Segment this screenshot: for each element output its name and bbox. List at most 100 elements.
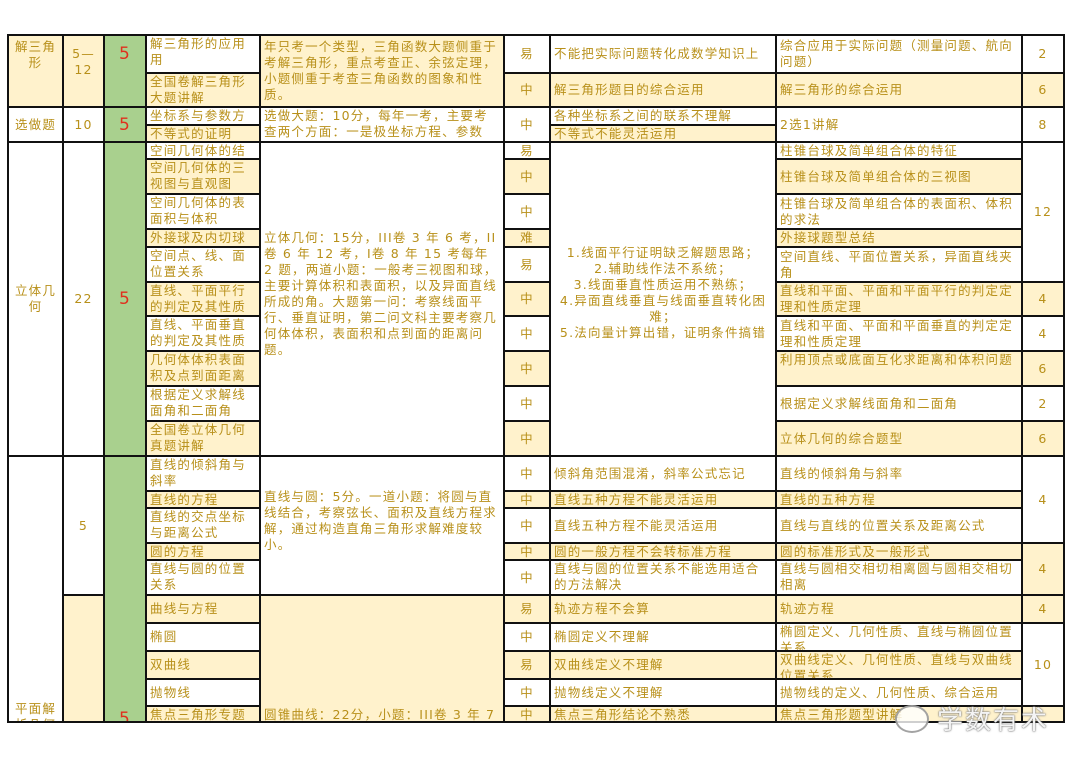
difficulty-cell: 中 [520, 168, 534, 184]
difficulty-cell: 中 [520, 116, 534, 132]
table-row: 直线、平面平行的判定及其性质 中 直线和平面、平面和平面平行的判定定理和性质定理… [8, 281, 1065, 317]
weight-cell: 5 [118, 114, 132, 135]
hours-cell: 4 [1038, 561, 1048, 576]
table-row: 焦点三角形专题 中 焦点三角形结论不熟悉 焦点三角形题型讲解 [8, 705, 1065, 721]
watermark-text: 学数有术 [937, 706, 1050, 736]
description-cell: 立体几何：15分，III卷 3 年 6 考，II卷 6 年 12 考，I卷 8 … [264, 230, 498, 357]
subtopic-cell: 双曲线 [150, 657, 192, 672]
difficulty-cell: 中 [520, 360, 534, 376]
subtopic-cell: 外接球及内切球 [150, 230, 246, 245]
subtopic-cell: 直线与圆的位置关系 [150, 561, 246, 592]
watermark: 学数有术 [895, 700, 1049, 737]
topic-cell: 立体几何 [14, 283, 57, 314]
weakness-cell: 双曲线定义不理解 [554, 657, 664, 672]
lesson-cell: 柱锥台球及简单组合体的表面积、体积的求法 [780, 195, 1013, 227]
difficulty-cell: 中 [520, 82, 534, 97]
difficulty-cell: 易 [520, 143, 534, 158]
weakness-cell: 抛物线定义不理解 [554, 684, 664, 700]
topic-cell: 平面解析几何 [14, 701, 57, 721]
subtopic-cell: 曲线与方程 [150, 601, 219, 616]
subtopic-cell: 直线、平面垂直的判定及其性质 [150, 317, 246, 348]
lesson-cell: 2选1讲解 [780, 116, 840, 132]
difficulty-cell: 中 [520, 569, 534, 585]
hours-cell: 10 [1033, 656, 1053, 672]
weakness-cell: 椭圆定义不理解 [554, 629, 650, 644]
lesson-cell: 立体几何的综合题型 [780, 430, 904, 446]
difficulty-cell: 中 [520, 492, 534, 507]
difficulty-cell: 中 [520, 325, 534, 341]
score-cell: 5—12 [72, 46, 95, 77]
table-row: 几何体体积表面积及点到面距离 中 利用顶点或底面互化求距离和体积问题 6 [8, 350, 1065, 387]
lesson-cell: 圆的标准形式及一般形式 [780, 544, 931, 559]
table-row: 空间几何体的三视图与直观图 中 柱锥台球及简单组合体的三视图 [8, 158, 1064, 195]
description-cell: 直线与圆：5分。一道小题：将圆与直线结合，考察弦长、面积及直线方程求解，通过构造… [264, 488, 497, 552]
description-cell: 选做大题：10分，每年一考，主要考查两个方面：一是极坐标方程、参数 [264, 108, 488, 139]
hours-cell: 2 [1038, 46, 1048, 61]
table-row: 选做题 10 5 坐标系与参数方 选做大题：10分，每年一考，主要考查两个方面：… [7, 106, 1065, 143]
difficulty-cell: 中 [520, 629, 534, 644]
subtopic-cell: 几何体体积表面积及点到面距离 [150, 352, 246, 383]
table-row: 抛物线 中 抛物线定义不理解 抛物线的定义、几何性质、综合运用 [8, 678, 1064, 707]
table-row: 全国卷立体几何真题讲解 中 立体几何的综合题型 6 [8, 420, 1065, 457]
lesson-cell: 柱锥台球及简单组合体的三视图 [780, 168, 972, 184]
hours-cell: 6 [1038, 430, 1048, 446]
lesson-cell: 柱锥台球及简单组合体的特征 [780, 143, 959, 158]
weakness-cell: 不等式不能灵活运用 [554, 126, 678, 141]
weight-cell: 5 [118, 709, 132, 723]
subtopic-cell: 根据定义求解线面角和二面角 [150, 387, 246, 418]
score-cell: 22 [74, 291, 93, 306]
topic-cell: 选做题 [14, 116, 57, 132]
difficulty-cell: 中 [520, 291, 534, 306]
table-row: 双曲线 易 双曲线定义不理解 双曲线定义、几何性质、直线与双曲线位置关系 [8, 650, 1064, 680]
subtopic-cell: 全国卷解三角形大题讲解 [150, 74, 246, 105]
weakness-cell: 1.线面平行证明缺乏解题思路； 2.辅助线作法不系统； 3.线面垂直性质运用不熟… [559, 245, 767, 340]
table-row: 解三角形 5—12 5 解三角形的应用用 年只考一个类型，三角函数大题侧重于考解… [7, 34, 1065, 108]
syllabus-table-viewport: 解三角形 5—12 5 解三角形的应用用 年只考一个类型，三角函数大题侧重于考解… [7, 34, 1065, 723]
subtopic-cell: 直线、平面平行的判定及其性质 [150, 283, 246, 314]
table-row: 圆的方程 中 圆的一般方程不会转标准方程 圆的标准形式及一般形式 4 [8, 542, 1065, 596]
difficulty-cell: 中 [520, 395, 534, 411]
difficulty-cell: 中 [520, 517, 534, 533]
difficulty-cell: 中 [520, 430, 534, 446]
lesson-cell: 根据定义求解线面角和二面角 [780, 395, 959, 411]
lesson-cell: 直线和平面、平面和平面平行的判定定理和性质定理 [780, 283, 1013, 314]
table-row: 全国卷解三角形大题讲解 中 解三角形题目的综合运用 解三角形的综合运用 6 [8, 72, 1065, 108]
weakness-cell: 倾斜角范围混淆，斜率公式忘记 [554, 465, 746, 481]
difficulty-cell: 中 [520, 544, 534, 559]
difficulty-cell: 易 [520, 657, 534, 672]
difficulty-cell: 难 [520, 230, 534, 245]
weight-cell: 5 [118, 44, 132, 64]
lesson-cell: 轨迹方程 [780, 601, 835, 616]
difficulty-cell: 中 [520, 203, 534, 219]
table-row: 立体几何 22 5 空间几何体的结构 立体几何：15分，III卷 3 年 6 考… [7, 141, 1065, 457]
difficulty-cell: 中 [520, 465, 534, 481]
lesson-cell: 双曲线定义、几何性质、直线与双曲线位置关系 [780, 652, 1013, 678]
lesson-cell: 解三角形的综合运用 [780, 82, 904, 97]
subtopic-cell: 抛物线 [150, 684, 192, 700]
hours-cell: 6 [1038, 82, 1048, 97]
lesson-cell: 直线和平面、平面和平面垂直的判定定理和性质定理 [780, 317, 1013, 349]
lesson-cell: 直线的五种方程 [780, 492, 876, 507]
table-row: 根据定义求解线面角和二面角 中 根据定义求解线面角和二面角 2 [8, 385, 1065, 422]
subtopic-cell: 空间几何体的表面积与体积 [150, 195, 246, 226]
wechat-icon [895, 704, 929, 733]
subtopic-cell: 空间几何体的结构 [150, 143, 246, 158]
score-cell-empty [64, 596, 103, 721]
table-row: 曲线与方程 圆锥曲线：22分，小题：III卷 3 年 7 易 轨迹方程不会算 轨… [8, 594, 1065, 721]
hours-cell: 12 [1033, 204, 1053, 219]
subtopic-cell: 解三角形的应用用 [150, 36, 246, 67]
hours-cell: 4 [1038, 325, 1048, 341]
lesson-cell: 利用顶点或底面互化求距离和体积问题 [780, 352, 1013, 367]
subtopic-cell: 不等式的证明 [150, 126, 233, 141]
table-row: 外接球及内切球 难 外接球题型总结 [8, 228, 1064, 248]
weakness-cell: 圆的一般方程不会转标准方程 [554, 544, 733, 559]
hours-cell: 4 [1038, 601, 1048, 616]
subtopic-cell: 圆的方程 [150, 544, 205, 559]
weakness-cell: 直线五种方程不能灵活运用 [554, 517, 719, 533]
subtopic-cell: 全国卷立体几何真题讲解 [150, 422, 246, 453]
weakness-cell: 轨迹方程不会算 [554, 601, 650, 616]
hours-cell: 8 [1038, 116, 1048, 132]
lesson-cell: 直线的倾斜角与斜率 [780, 465, 904, 481]
subtopic-cell: 椭圆 [150, 629, 178, 644]
lesson-cell: 椭圆定义、几何性质、直线与椭圆位置关系 [780, 624, 1013, 650]
